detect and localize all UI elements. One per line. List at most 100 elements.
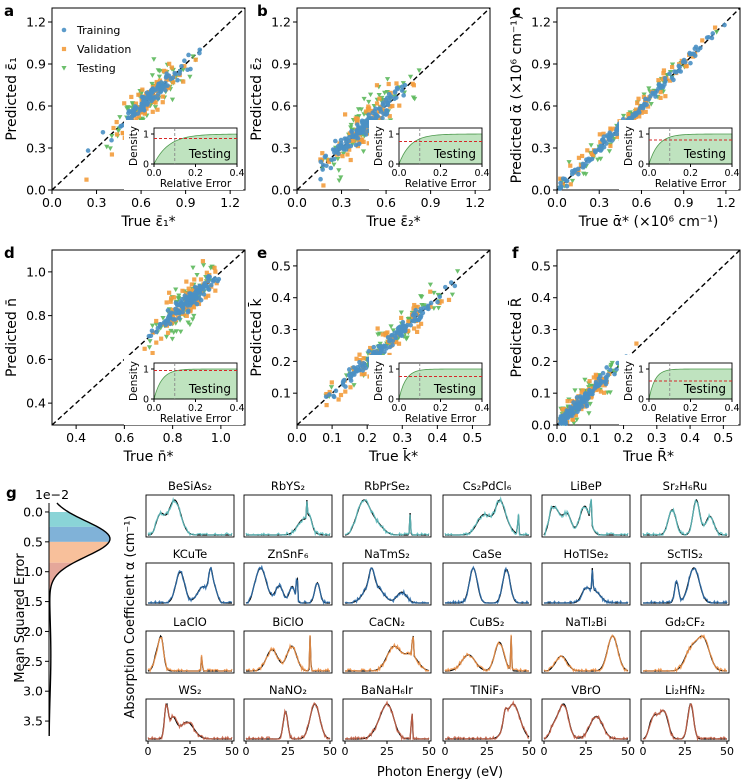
x-tick-label: 0.2 (357, 430, 377, 445)
testing-point (185, 320, 191, 326)
spectrum-frame (342, 562, 432, 606)
training-point (393, 95, 399, 100)
training-point (61, 27, 67, 33)
spectrum-panel: RbYS₂ (243, 479, 333, 538)
material-name: NaTl₂Bi (565, 615, 607, 629)
training-point (126, 108, 132, 114)
spectrum-panel: Cs₂PdCl₆ (442, 479, 532, 538)
training-point (580, 161, 586, 167)
testing-point (607, 390, 613, 395)
training-point (155, 91, 161, 97)
validation-point (358, 137, 363, 143)
validation-point (155, 107, 160, 112)
validation-point (374, 101, 380, 106)
testing-point (200, 263, 207, 268)
spectrum-frame (442, 562, 532, 606)
training-point (577, 402, 583, 407)
inset-x-label: Relative Error (655, 178, 727, 190)
training-point (130, 113, 136, 118)
predicted-spectrum (543, 498, 629, 536)
training-point (592, 148, 598, 154)
testing-point (153, 322, 159, 327)
training-point (155, 87, 161, 92)
validation-point (189, 282, 194, 287)
testing-point (157, 69, 163, 74)
spectrum-frame (640, 494, 730, 538)
training-point (162, 88, 168, 93)
validation-point (345, 152, 350, 157)
validation-point (134, 116, 139, 121)
inset-x-tick-label: 0.4 (474, 168, 489, 179)
training-point (709, 35, 715, 41)
scatter-panel-e: e 0.0 0.1 0.2 0.3 0.4 0.5 0.1 0.2 0.3 0.4 0.5 True k… (247, 244, 491, 465)
validation-point (150, 350, 155, 356)
training-point (173, 71, 178, 77)
y-axis-label: Predicted n̄ (4, 298, 20, 377)
testing-point (377, 341, 383, 347)
training-point (390, 338, 396, 344)
validation-point (324, 402, 329, 408)
training-point (197, 285, 203, 290)
inset-label: Testing (188, 147, 231, 161)
error-tick-label: 3.0 (23, 684, 43, 699)
y-tick-label: 0.9 (531, 57, 551, 72)
training-point (604, 365, 610, 370)
testing-point (403, 336, 409, 342)
energy-tick-label: 50 (323, 745, 337, 758)
testing-point (407, 74, 414, 80)
x-tick-label: 0.3 (87, 195, 107, 210)
material-name: NaNO₂ (269, 683, 307, 697)
validation-point (336, 397, 341, 402)
testing-point (609, 360, 615, 366)
inset-x-tick-label: 0.4 (724, 403, 739, 414)
material-name: Li₂HfN₂ (665, 683, 705, 697)
y-tick-label: 0.2 (271, 354, 291, 369)
inset-x-tick-label: 0.0 (146, 403, 161, 414)
inset-label: Testing (683, 382, 726, 396)
testing-point (566, 160, 572, 165)
training-point (612, 371, 617, 377)
material-name: RbYS₂ (271, 479, 305, 493)
material-name: RbPrSe₂ (364, 479, 410, 493)
inset-panel: Testing 0.0 0.2 0.4 0 1 Relative Error Density (619, 120, 740, 190)
spectrum-panel: NaTmS₂ (342, 547, 432, 606)
training-point (558, 180, 563, 186)
training-point (642, 102, 647, 107)
testing-point (588, 143, 594, 148)
inset-panel: Testing 0.0 0.2 0.4 0 1 Relative Error Density (124, 355, 245, 425)
training-point (133, 105, 138, 111)
training-point (561, 414, 566, 419)
x-tick-label: 1.2 (465, 195, 485, 210)
training-point (386, 91, 392, 97)
validation-point (183, 306, 188, 311)
y-tick-label: 0.3 (531, 141, 551, 156)
x-tick-label: 0.6 (632, 195, 652, 210)
y-tick-label: 1.2 (26, 15, 46, 30)
training-point (592, 383, 598, 389)
training-point (428, 300, 434, 306)
validation-point (415, 329, 420, 334)
validation-point (133, 101, 139, 106)
testing-point (449, 292, 456, 298)
training-point (593, 379, 599, 385)
x-tick-label: 0.4 (66, 430, 86, 445)
training-point (333, 138, 338, 144)
spectrum-panel: CaCN₂ (342, 615, 432, 674)
testing-point (416, 68, 422, 74)
x-tick-label: 0.3 (392, 430, 412, 445)
x-tick-label: 0.4 (680, 430, 700, 445)
x-tick-label: 0.0 (287, 195, 307, 210)
validation-point (446, 297, 452, 303)
spectrum-panel: TlNiF₃ 0 25 50 (442, 683, 537, 758)
training-point (636, 109, 641, 114)
validation-point (658, 90, 663, 95)
training-point (155, 325, 161, 331)
testing-point (648, 102, 654, 107)
y-tick-label: 0.4 (26, 396, 46, 411)
y-tick-label: 0.0 (531, 418, 551, 433)
testing-point (147, 339, 153, 344)
training-point (361, 127, 367, 133)
training-point (169, 310, 174, 316)
x-axis-label: True k̄* (368, 447, 418, 465)
